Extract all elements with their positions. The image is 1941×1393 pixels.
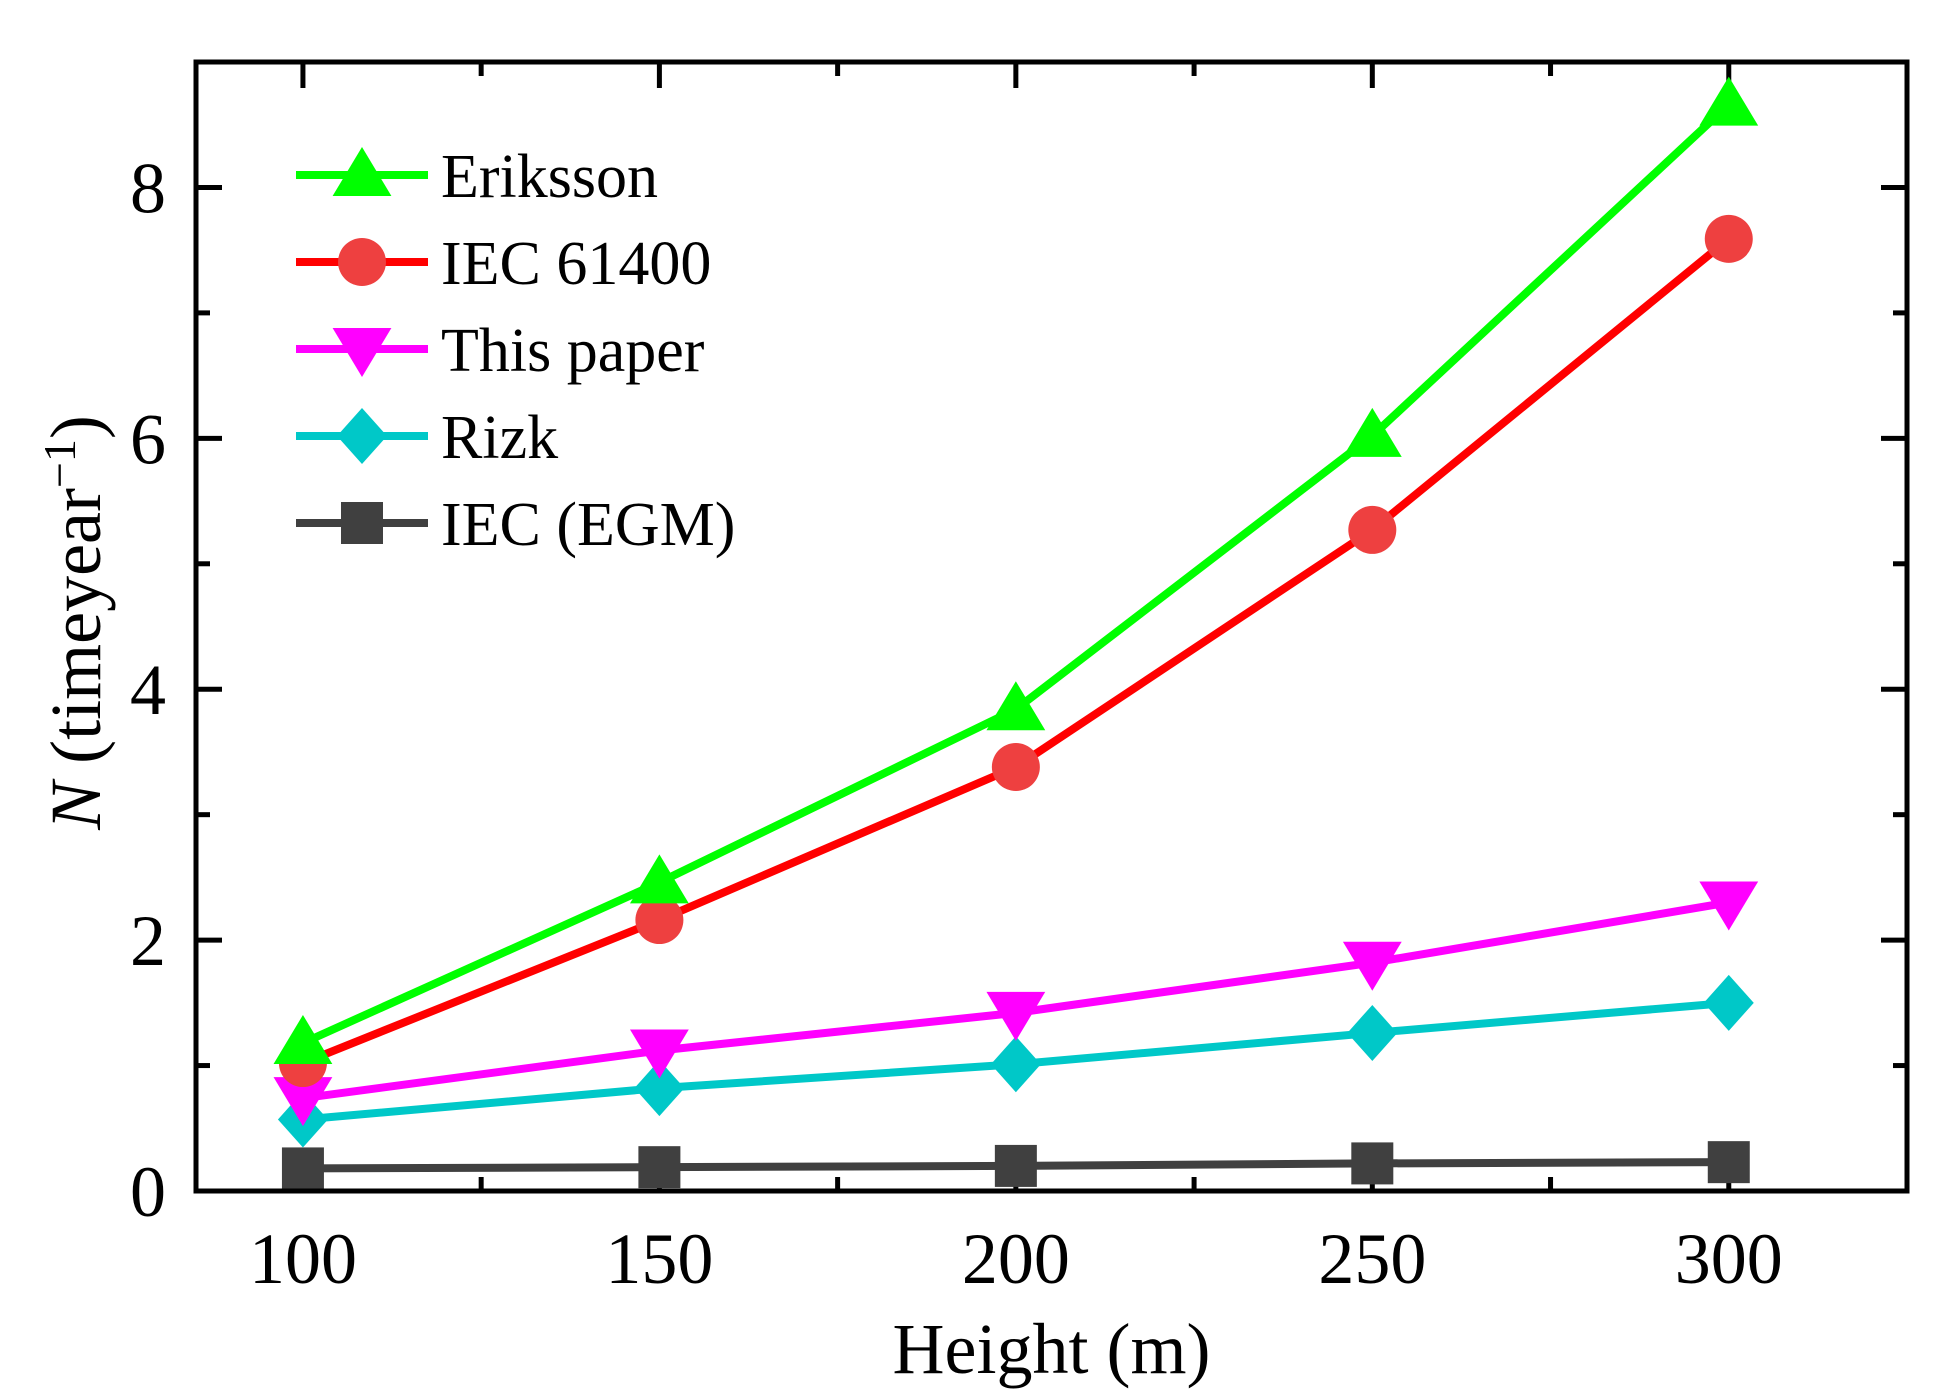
data-point <box>273 1014 333 1064</box>
x-tick-label: 200 <box>962 1219 1070 1299</box>
data-point <box>1703 974 1754 1031</box>
x-tick-label: 150 <box>605 1219 713 1299</box>
y-tick-label: 2 <box>130 901 166 981</box>
y-tick-label: 0 <box>130 1152 166 1232</box>
legend-marker <box>341 502 383 544</box>
y-axis-unit-close: ) <box>36 415 116 439</box>
y-axis-unit-exponent: −1 <box>34 439 85 488</box>
data-point <box>1347 1004 1398 1061</box>
y-tick-label: 4 <box>130 650 166 730</box>
data-point <box>273 1077 333 1127</box>
data-point <box>1351 1142 1394 1185</box>
legend-marker <box>338 238 386 286</box>
data-point <box>986 681 1046 731</box>
y-axis-title: N (timeyear−1) <box>34 415 117 831</box>
x-tick-label: 250 <box>1318 1219 1426 1299</box>
legend-label: This paper <box>441 317 705 385</box>
data-point <box>1348 505 1397 554</box>
y-axis-symbol: N <box>36 778 116 831</box>
data-point <box>634 1060 685 1117</box>
legend-item: IEC (EGM) <box>296 491 735 559</box>
plot-frame <box>193 59 1910 1194</box>
legend-item: Rizk <box>296 404 558 472</box>
y-tick-label: 6 <box>130 399 166 479</box>
x-tick-label: 100 <box>249 1219 357 1299</box>
y-tick-label: 8 <box>130 148 166 228</box>
legend-marker <box>337 408 387 464</box>
data-point <box>629 854 689 904</box>
data-point <box>1342 407 1402 457</box>
data-point <box>281 1147 324 1190</box>
data-point <box>990 1036 1041 1093</box>
legend-item: This paper <box>296 317 705 385</box>
data-point <box>991 742 1040 791</box>
legend-label: Rizk <box>441 404 558 472</box>
legend-marker <box>332 328 392 377</box>
data-point <box>986 991 1046 1041</box>
data-point <box>1699 76 1759 126</box>
data-point <box>629 1029 689 1079</box>
data-point <box>1342 941 1402 991</box>
data-point <box>638 1146 681 1189</box>
legend-label: Eriksson <box>441 143 658 211</box>
legend-label: IEC (EGM) <box>441 491 735 559</box>
legend: Eriksson IEC 61400 This paper Rizk IEC (EGM) <box>296 143 735 559</box>
legend-item: IEC 61400 <box>296 230 711 298</box>
legend-marker <box>332 147 392 196</box>
x-tick-labels: 100 150 200 250 300 <box>249 1219 1783 1299</box>
x-axis-title: Height (m) <box>893 1309 1211 1389</box>
series-markers <box>273 76 1759 1190</box>
data-point <box>1704 214 1753 263</box>
x-tick-label: 300 <box>1675 1219 1783 1299</box>
data-point <box>1707 1141 1750 1184</box>
legend-label: IEC 61400 <box>441 230 711 298</box>
y-axis-unit: (timeyear <box>36 488 116 782</box>
data-point <box>635 896 684 945</box>
data-point <box>994 1144 1037 1187</box>
y-tick-labels: 0 2 4 6 8 <box>130 148 166 1232</box>
data-point <box>1699 881 1759 931</box>
legend-item: Eriksson <box>296 143 658 211</box>
